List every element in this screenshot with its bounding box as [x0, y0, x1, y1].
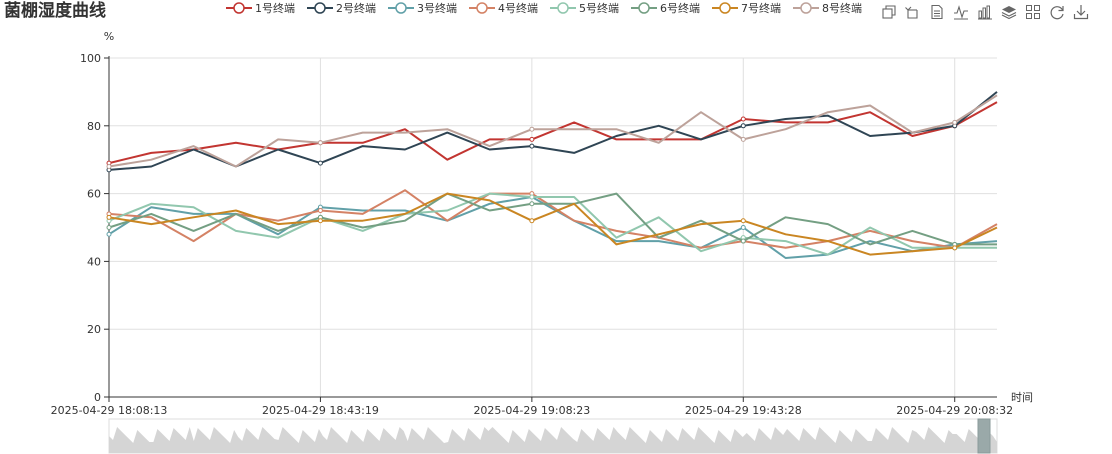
series-line — [108, 101, 998, 165]
legend-marker — [307, 2, 333, 14]
toolbox — [880, 3, 1096, 21]
legend-item[interactable]: 5号终端 — [550, 0, 619, 16]
x-tick-label: 2025-04-29 18:08:13 — [51, 404, 168, 417]
legend-label: 6号终端 — [660, 2, 700, 15]
data-view-icon[interactable] — [928, 3, 946, 21]
zoom-reset-icon[interactable] — [904, 3, 922, 21]
datazoom-shadow — [109, 427, 997, 453]
x-tick-label: 2025-04-29 18:43:19 — [262, 404, 379, 417]
bar-chart-icon[interactable] — [976, 3, 994, 21]
zoom-icon[interactable] — [880, 3, 898, 21]
series-line — [108, 192, 997, 246]
legend-item[interactable]: 3号终端 — [388, 0, 457, 16]
y-tick-label: 80 — [87, 120, 101, 133]
series-line — [108, 189, 998, 249]
legend-item[interactable]: 7号终端 — [712, 0, 781, 16]
x-tick-label: 2025-04-29 19:43:28 — [685, 404, 802, 417]
y-tick-label: 20 — [87, 323, 101, 336]
legend-marker — [631, 2, 657, 14]
series-point — [317, 218, 323, 224]
series-point — [529, 126, 535, 132]
series-point — [952, 245, 958, 251]
line-chart-icon[interactable] — [952, 3, 970, 21]
legend-marker — [226, 2, 252, 14]
legend-label: 1号终端 — [255, 2, 295, 15]
series-line — [108, 192, 997, 256]
y-tick-label: 40 — [87, 255, 101, 268]
series-point — [529, 143, 535, 149]
x-axis-label: 时间 — [1011, 391, 1033, 404]
series-point — [317, 140, 323, 146]
stack-icon[interactable] — [1000, 3, 1018, 21]
legend-item[interactable]: 2号终端 — [307, 0, 376, 16]
legend-marker — [793, 2, 819, 14]
series-point — [529, 194, 535, 200]
series-point — [740, 238, 746, 244]
series-line — [108, 192, 998, 256]
series-line — [108, 91, 998, 171]
series-point — [106, 214, 112, 220]
series-point — [106, 163, 112, 169]
series-line — [108, 94, 998, 168]
series-point — [740, 218, 746, 224]
legend-marker — [469, 2, 495, 14]
legend-marker — [550, 2, 576, 14]
series-point — [740, 225, 746, 230]
legend-item[interactable]: 8号终端 — [793, 0, 862, 16]
series-point — [529, 201, 535, 207]
series-point — [740, 116, 746, 122]
y-axis-label: % — [104, 30, 114, 43]
save-image-icon[interactable] — [1072, 3, 1090, 21]
tiled-icon[interactable] — [1024, 3, 1042, 21]
legend-item[interactable]: 4号终端 — [469, 0, 538, 16]
legend-label: 2号终端 — [336, 2, 376, 15]
legend-item[interactable]: 6号终端 — [631, 0, 700, 16]
legend-label: 8号终端 — [822, 2, 862, 15]
legend-item[interactable]: 1号终端 — [226, 0, 295, 16]
x-tick-label: 2025-04-29 20:08:32 — [896, 404, 1013, 417]
y-tick-label: 0 — [94, 391, 101, 404]
series-point — [952, 119, 958, 125]
y-tick-label: 60 — [87, 188, 101, 201]
legend-label: 3号终端 — [417, 2, 457, 15]
restore-icon[interactable] — [1048, 3, 1066, 21]
series-point — [317, 160, 323, 166]
legend-label: 4号终端 — [498, 2, 538, 15]
series-point — [317, 208, 323, 214]
legend-label: 5号终端 — [579, 2, 619, 15]
legend[interactable]: 1号终端 2号终端 3号终端 4号终端 5号终端 6号终端 7号终端 8号终端 — [226, 0, 874, 16]
series-point — [740, 123, 746, 129]
series-point — [529, 218, 535, 224]
series-point — [740, 136, 746, 142]
x-tick-label: 2025-04-29 19:08:23 — [473, 404, 590, 417]
datazoom-handle — [977, 418, 991, 454]
series-point — [106, 225, 112, 230]
legend-marker — [712, 2, 738, 14]
y-tick-label: 100 — [80, 52, 101, 65]
legend-label: 7号终端 — [741, 2, 781, 15]
series-point — [106, 231, 112, 237]
series-point — [529, 136, 535, 142]
legend-marker — [388, 2, 414, 14]
chart-title: 菌棚湿度曲线 — [4, 1, 106, 21]
